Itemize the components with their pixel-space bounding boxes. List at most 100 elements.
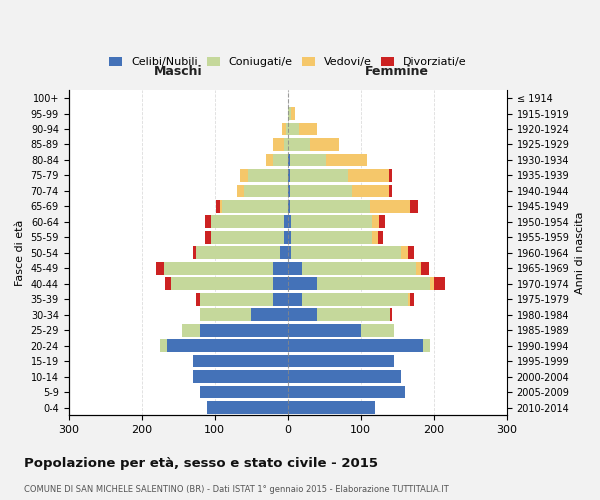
Bar: [288, 370, 401, 383]
Y-axis label: Anni di nascita: Anni di nascita: [575, 212, 585, 294]
Bar: [216, 200, 220, 212]
Bar: [410, 200, 418, 212]
Bar: [288, 200, 290, 212]
Bar: [286, 122, 288, 136]
Bar: [200, 324, 288, 336]
Bar: [222, 200, 288, 212]
Bar: [434, 278, 445, 290]
Bar: [310, 138, 339, 151]
Bar: [292, 216, 372, 228]
Bar: [248, 169, 288, 182]
Bar: [326, 154, 367, 166]
Text: COMUNE DI SAN MICHELE SALENTINO (BR) - Dati ISTAT 1° gennaio 2015 - Elaborazione: COMUNE DI SAN MICHELE SALENTINO (BR) - D…: [24, 485, 449, 494]
Bar: [372, 216, 379, 228]
Bar: [288, 184, 290, 197]
Bar: [290, 169, 349, 182]
Bar: [288, 340, 423, 352]
Bar: [288, 324, 361, 336]
Bar: [200, 308, 251, 321]
Bar: [236, 184, 244, 197]
Bar: [196, 293, 200, 306]
Bar: [288, 122, 299, 136]
Bar: [273, 138, 284, 151]
Bar: [284, 231, 288, 243]
Bar: [205, 216, 211, 228]
Bar: [389, 184, 392, 197]
Bar: [288, 355, 394, 368]
Bar: [171, 278, 273, 290]
Bar: [288, 262, 302, 274]
Bar: [349, 169, 389, 182]
Bar: [430, 278, 434, 290]
Text: Maschi: Maschi: [154, 65, 203, 78]
Bar: [401, 246, 408, 259]
Bar: [200, 293, 273, 306]
Bar: [377, 231, 383, 243]
Bar: [211, 231, 284, 243]
Bar: [282, 122, 286, 136]
Bar: [193, 246, 196, 259]
Bar: [317, 308, 390, 321]
Bar: [290, 184, 352, 197]
Bar: [408, 293, 410, 306]
Bar: [390, 308, 392, 321]
Bar: [288, 216, 292, 228]
Bar: [193, 370, 288, 383]
Bar: [273, 262, 288, 274]
Bar: [408, 246, 414, 259]
Y-axis label: Fasce di età: Fasce di età: [15, 220, 25, 286]
Bar: [292, 107, 295, 120]
Bar: [379, 216, 385, 228]
Bar: [167, 340, 288, 352]
Bar: [372, 231, 377, 243]
Bar: [273, 154, 288, 166]
Bar: [389, 169, 392, 182]
Bar: [288, 401, 376, 414]
Bar: [302, 262, 416, 274]
Bar: [288, 169, 290, 182]
Bar: [182, 324, 200, 336]
Bar: [220, 200, 222, 212]
Bar: [284, 138, 288, 151]
Text: Popolazione per età, sesso e stato civile - 2015: Popolazione per età, sesso e stato civil…: [24, 458, 378, 470]
Bar: [288, 293, 302, 306]
Bar: [211, 216, 284, 228]
Bar: [164, 262, 273, 274]
Bar: [288, 154, 290, 166]
Bar: [240, 169, 248, 182]
Bar: [288, 107, 292, 120]
Text: Femmine: Femmine: [365, 65, 429, 78]
Bar: [288, 231, 292, 243]
Bar: [288, 386, 404, 398]
Bar: [421, 262, 429, 274]
Bar: [290, 154, 326, 166]
Bar: [292, 246, 401, 259]
Bar: [208, 401, 288, 414]
Bar: [273, 293, 288, 306]
Bar: [193, 355, 288, 368]
Bar: [288, 308, 317, 321]
Bar: [156, 262, 164, 274]
Bar: [273, 278, 288, 290]
Legend: Celibi/Nubili, Coniugati/e, Vedovi/e, Divorziati/e: Celibi/Nubili, Coniugati/e, Vedovi/e, Di…: [104, 52, 471, 72]
Bar: [292, 231, 372, 243]
Bar: [251, 308, 288, 321]
Bar: [196, 246, 280, 259]
Bar: [302, 293, 408, 306]
Bar: [288, 138, 310, 151]
Bar: [416, 262, 421, 274]
Bar: [299, 122, 317, 136]
Bar: [160, 340, 167, 352]
Bar: [200, 386, 288, 398]
Bar: [288, 246, 292, 259]
Bar: [205, 231, 211, 243]
Bar: [288, 278, 317, 290]
Bar: [317, 278, 430, 290]
Bar: [423, 340, 430, 352]
Bar: [244, 184, 288, 197]
Bar: [410, 293, 414, 306]
Bar: [284, 216, 288, 228]
Bar: [290, 200, 370, 212]
Bar: [361, 324, 394, 336]
Bar: [266, 154, 273, 166]
